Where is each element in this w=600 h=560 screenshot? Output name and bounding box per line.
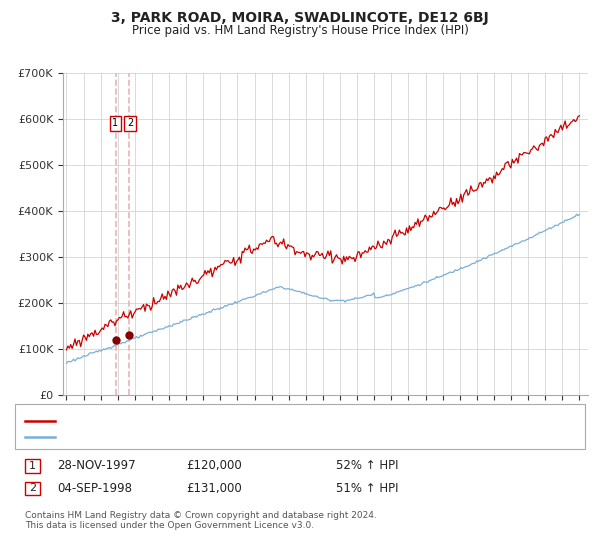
Text: Contains HM Land Registry data © Crown copyright and database right 2024.
This d: Contains HM Land Registry data © Crown c… <box>25 511 377 530</box>
Text: 28-NOV-1997: 28-NOV-1997 <box>57 459 136 473</box>
Text: 52% ↑ HPI: 52% ↑ HPI <box>336 459 398 473</box>
Text: 3, PARK ROAD, MOIRA, SWADLINCOTE, DE12 6BJ: 3, PARK ROAD, MOIRA, SWADLINCOTE, DE12 6… <box>111 11 489 25</box>
Text: 3, PARK ROAD, MOIRA, SWADLINCOTE, DE12 6BJ (detached house): 3, PARK ROAD, MOIRA, SWADLINCOTE, DE12 6… <box>62 416 409 426</box>
Text: 51% ↑ HPI: 51% ↑ HPI <box>336 482 398 495</box>
Text: 04-SEP-1998: 04-SEP-1998 <box>57 482 132 495</box>
Text: £131,000: £131,000 <box>186 482 242 495</box>
Text: Price paid vs. HM Land Registry's House Price Index (HPI): Price paid vs. HM Land Registry's House … <box>131 24 469 36</box>
Text: HPI: Average price, detached house, North West Leicestershire: HPI: Average price, detached house, Nort… <box>62 432 390 442</box>
Text: £120,000: £120,000 <box>186 459 242 473</box>
Text: 1: 1 <box>29 461 36 471</box>
Text: 2: 2 <box>29 483 36 493</box>
Text: 1: 1 <box>112 118 119 128</box>
Text: 2: 2 <box>127 118 133 128</box>
